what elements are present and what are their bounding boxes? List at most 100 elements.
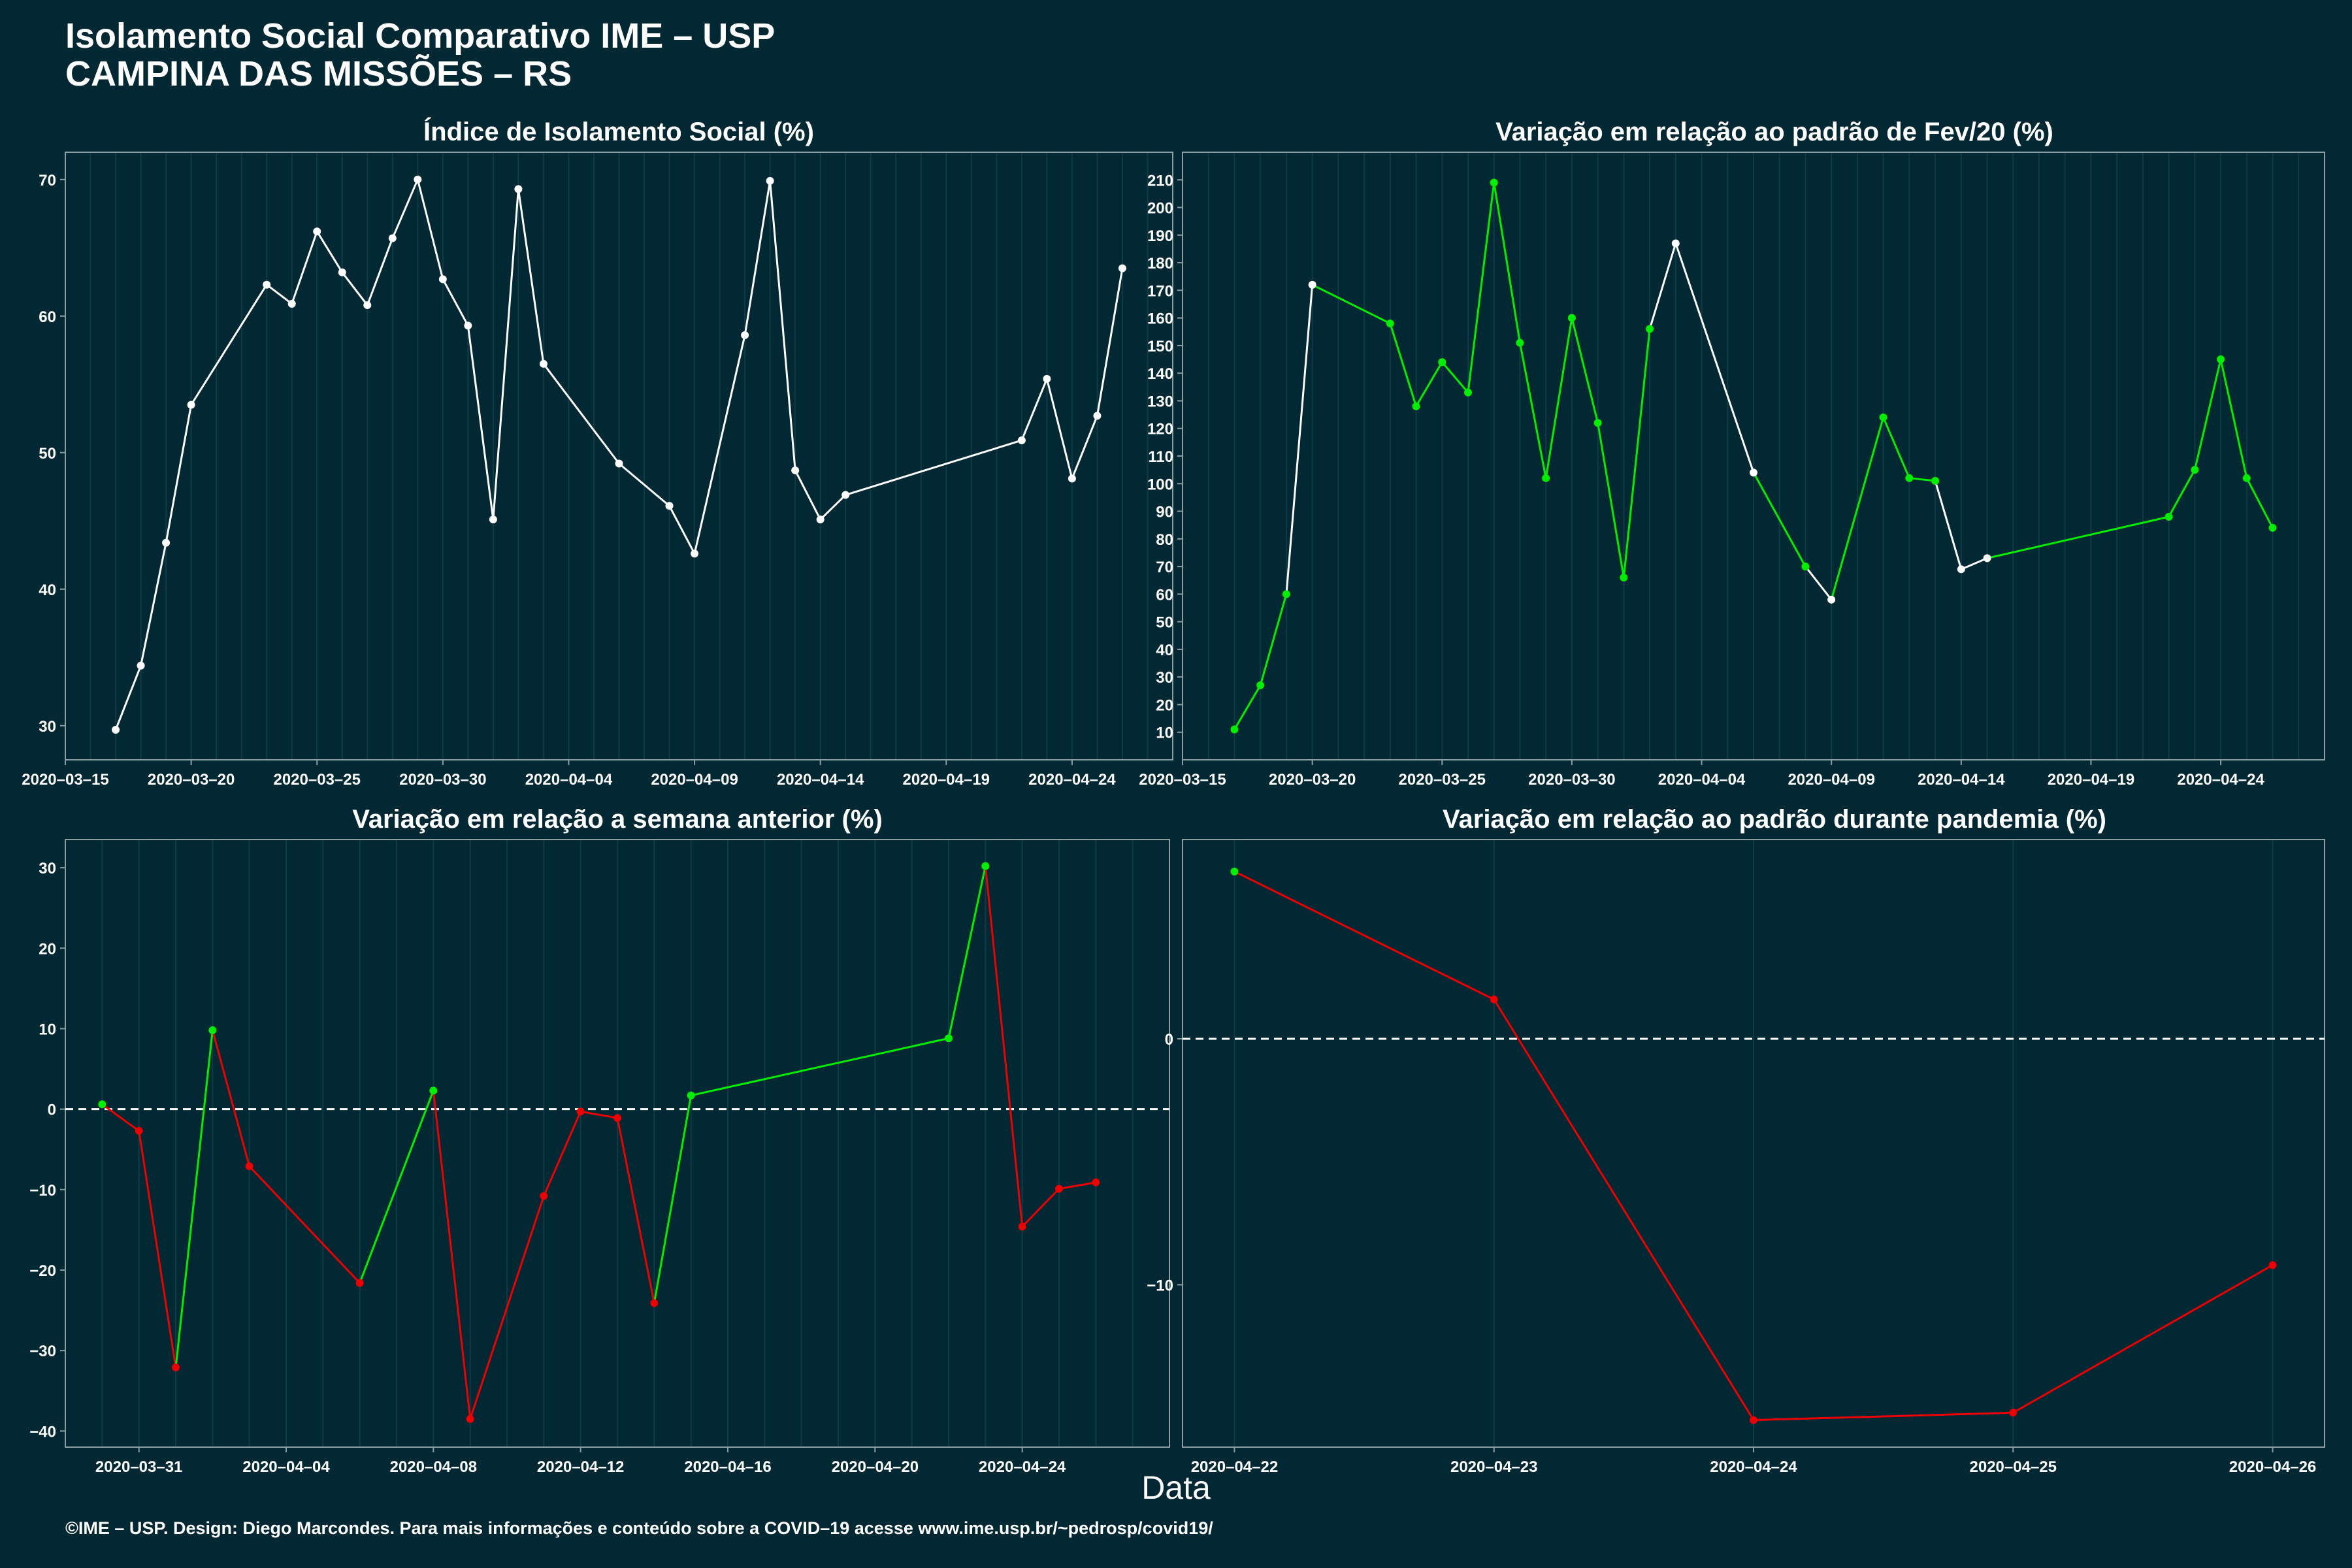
series-segment [266, 284, 293, 305]
x-tick-label: 2020–04–23 [1450, 1458, 1537, 1476]
series-segment [2168, 469, 2196, 517]
series-segment [2246, 478, 2274, 529]
y-tick-label: −10 [29, 1182, 56, 1200]
panel-title: Variação em relação ao padrão durante pa… [1443, 805, 2106, 834]
series-segment [211, 1030, 251, 1167]
chart-panel-3: Variação em relação a semana anterior (%… [29, 805, 1170, 1476]
y-tick-label: 0 [48, 1102, 56, 1119]
y-tick-label: 60 [39, 308, 56, 326]
data-point [287, 299, 296, 308]
series-segment [114, 665, 142, 730]
data-point [650, 1299, 659, 1307]
data-point [98, 1100, 106, 1109]
data-point [1931, 477, 1940, 485]
series-segment [653, 1095, 693, 1303]
data-point [691, 549, 699, 558]
data-point [1905, 474, 1914, 482]
main-title-line2: CAMPINA DAS MISSÕES – RS [65, 54, 572, 93]
data-point [429, 1086, 438, 1095]
y-tick-label: 10 [39, 1021, 56, 1038]
data-point [1043, 374, 1051, 383]
x-tick-label: 2020–04–26 [2229, 1458, 2316, 1476]
y-tick-label: 160 [1147, 310, 1173, 328]
series-segment [947, 866, 987, 1039]
data-point [1827, 595, 1836, 604]
y-tick-label: 210 [1147, 172, 1173, 189]
data-point [245, 1162, 253, 1171]
data-point [187, 400, 195, 409]
series-segment [517, 189, 545, 365]
series-segment [2219, 359, 2248, 479]
data-point [1017, 436, 1026, 444]
y-tick-label: 60 [1156, 586, 1173, 604]
y-tick-label: 70 [39, 172, 56, 189]
panel-title: Variação em relação ao padrão de Fev/20 … [1495, 118, 2053, 146]
data-point [1412, 402, 1420, 410]
series-segment [1830, 417, 1885, 600]
data-point [1620, 574, 1628, 581]
series-segment [984, 866, 1024, 1227]
data-point [464, 321, 472, 330]
series-segment [1571, 318, 1599, 423]
x-tick-label: 2020–04–14 [777, 771, 864, 789]
y-tick-label: 40 [39, 581, 56, 599]
data-point [1879, 413, 1887, 421]
chart-panel-4: Variação em relação ao padrão durante pa… [1147, 805, 2325, 1476]
x-tick-label: 2020–04–04 [1658, 771, 1746, 789]
series-segment [416, 179, 444, 280]
series-segment [165, 404, 193, 543]
series-segment [1544, 318, 1573, 479]
series-segment [845, 439, 1022, 496]
series-segment [794, 470, 822, 520]
data-point [1646, 325, 1654, 333]
x-tick-label: 2020–04–14 [1918, 771, 2005, 789]
series-segment [1805, 566, 1833, 600]
y-tick-label: 70 [1156, 559, 1173, 576]
y-tick-label: −40 [29, 1423, 56, 1441]
data-point [1567, 314, 1576, 322]
data-point [540, 1192, 548, 1200]
data-point [981, 862, 990, 870]
data-point [791, 466, 800, 474]
data-point [1750, 1416, 1757, 1424]
data-point [1308, 280, 1316, 289]
main-title: Isolamento Social Comparativo IME – USP … [65, 17, 775, 93]
series-segment [1493, 998, 1755, 1421]
data-point [741, 331, 749, 340]
data-point [1093, 412, 1102, 420]
x-tick-label: 2020–04–24 [1710, 1458, 1797, 1476]
data-point [363, 301, 372, 310]
x-tick-label: 2020–04–19 [2048, 771, 2134, 789]
y-tick-label: 100 [1147, 476, 1173, 493]
series-segment [743, 180, 772, 336]
series-segment [1233, 870, 1495, 1001]
series-segment [1597, 423, 1625, 578]
series-segment [542, 363, 620, 465]
x-tick-label: 2020–04–22 [1191, 1458, 1278, 1476]
x-tick-label: 2020–04–12 [537, 1458, 624, 1476]
y-tick-label: 30 [39, 860, 56, 877]
series-segment [1752, 472, 1806, 567]
x-tick-label: 2020–04–19 [903, 771, 990, 789]
data-point [2009, 1409, 2017, 1417]
data-point [1490, 995, 1498, 1004]
y-tick-label: 50 [39, 445, 56, 463]
data-point [2268, 523, 2277, 532]
series-segment [1021, 1188, 1060, 1228]
main-title-line1: Isolamento Social Comparativo IME – USP [65, 16, 776, 56]
data-point [1464, 388, 1472, 397]
data-point [1957, 565, 1965, 574]
data-point [2268, 1261, 2277, 1269]
series-segment [1058, 1181, 1096, 1190]
x-tick-label: 2020–04–16 [684, 1458, 771, 1476]
x-tick-label: 2020–03–20 [148, 771, 235, 789]
data-point [841, 491, 850, 499]
x-tick-label: 2020–03–20 [1269, 771, 1356, 789]
series-segment [1622, 329, 1651, 578]
chart-panel-1: Índice de Isolamento Social (%) 30 40 50 60 7… [22, 117, 1173, 789]
x-tick-label: 2020–04–25 [1970, 1458, 2057, 1476]
data-point [1055, 1184, 1063, 1193]
series-segment [341, 271, 368, 306]
x-tick-label: 2020–04–24 [979, 1458, 1066, 1476]
series-segment [1071, 415, 1098, 480]
